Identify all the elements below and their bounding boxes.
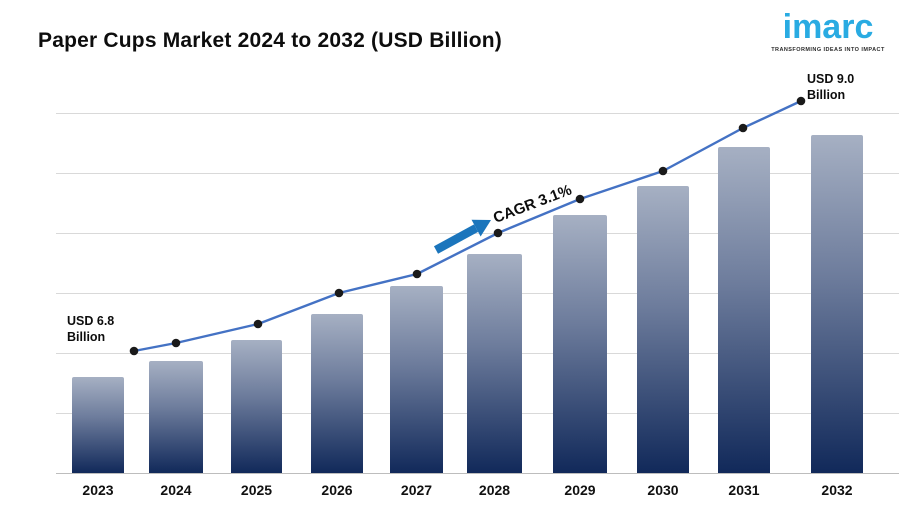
- x-axis-label-2032: 2032: [821, 482, 853, 498]
- data-point-marker-2025: [253, 319, 263, 329]
- data-point-marker-2031: [738, 123, 748, 133]
- data-point-marker-2024: [171, 338, 181, 348]
- annotation-start-value: USD 6.8 Billion: [67, 313, 114, 345]
- gridline: [56, 233, 899, 234]
- bar-2032: [811, 135, 863, 473]
- data-point-marker-2030: [658, 166, 668, 176]
- imarc-logo-tagline: TRANSFORMING IDEAS INTO IMPACT: [771, 47, 885, 54]
- data-point-marker-2023: [129, 346, 139, 356]
- bar-2027: [390, 286, 443, 473]
- annotation-start-line1: USD 6.8: [67, 314, 115, 328]
- bar-2029: [553, 215, 607, 473]
- x-axis-label-2031: 2031: [728, 482, 760, 498]
- bar-2023: [72, 377, 124, 473]
- data-point-marker-2027: [412, 269, 422, 279]
- bar-2028: [467, 254, 522, 473]
- data-point-marker-2032: [796, 96, 806, 106]
- bar-2026: [311, 314, 363, 473]
- annotation-end-line1: USD 9.0: [807, 72, 855, 86]
- x-axis-label-2029: 2029: [564, 482, 596, 498]
- annotation-end-line2: Billion: [807, 88, 846, 102]
- gridline: [56, 173, 899, 174]
- cagr-arrow-icon: [433, 219, 492, 254]
- annotation-start-line2: Billion: [67, 330, 106, 344]
- data-point-marker-2026: [334, 288, 344, 298]
- x-axis-label-2030: 2030: [647, 482, 679, 498]
- x-axis-label-2025: 2025: [240, 482, 273, 498]
- data-point-marker-2029: [575, 194, 585, 204]
- x-axis-label-2023: 2023: [82, 482, 114, 498]
- bar-2031: [718, 147, 770, 473]
- trend-line: [133, 99, 802, 353]
- annotation-end-value: USD 9.0 Billion: [807, 71, 854, 103]
- x-axis-label-2026: 2026: [321, 482, 353, 498]
- imarc-logo-wordmark: imarc: [782, 8, 874, 46]
- imarc-logo: imarc TRANSFORMING IDEAS INTO IMPACT: [769, 8, 887, 53]
- x-axis-label-2024: 2024: [160, 482, 192, 498]
- x-axis-label-2027: 2027: [400, 482, 433, 498]
- bar-2030: [637, 186, 689, 473]
- bar-2025: [231, 340, 282, 473]
- chart-title: Paper Cups Market 2024 to 2032 (USD Bill…: [38, 29, 502, 52]
- gridline: [56, 113, 899, 114]
- x-axis-line: [56, 473, 899, 474]
- data-point-marker-2028: [493, 228, 503, 238]
- bar-2024: [149, 361, 203, 473]
- x-axis-label-2028: 2028: [478, 482, 511, 498]
